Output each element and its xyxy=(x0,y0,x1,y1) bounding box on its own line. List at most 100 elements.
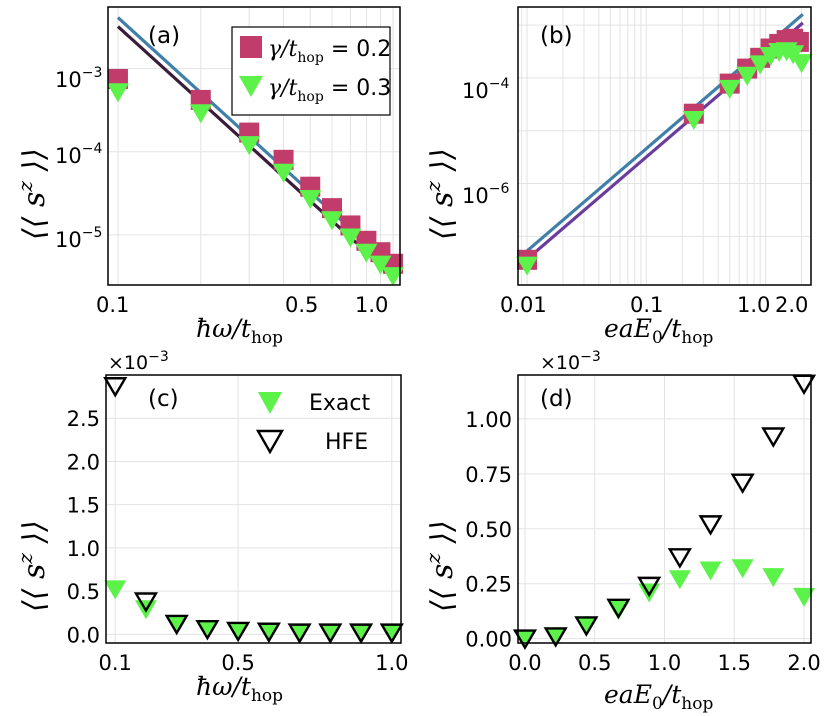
panel-c-point-open-triangle xyxy=(133,592,159,613)
panel-c-point-open-triangle xyxy=(195,619,220,641)
panel-c-ytick-label: 2.5 xyxy=(67,407,100,431)
panel-d: ×10−3 (d) eaE0/thop ⟨⟨ sz ⟩⟩ 0.0 0.5 1.0 1.… xyxy=(421,349,821,714)
panel-c-legend: Exact HFE xyxy=(255,391,370,455)
panel-b-point-triangle xyxy=(736,66,759,86)
panel-d-ytick-label: 0.00 xyxy=(465,628,512,652)
panel-a-frame xyxy=(107,6,401,286)
panel-b: (b) 0.01 0.1 1.0 2.0 10−4 10−6 eaE0/thop… xyxy=(421,6,813,348)
panel-a-xtick-0.1: 0.1 xyxy=(96,293,129,317)
panel-c-ylabel: ⟨⟨ sz ⟩⟩ xyxy=(13,520,52,612)
panel-c-point-open-triangle xyxy=(379,623,404,644)
panel-b-xtick-0.01: 0.01 xyxy=(500,293,547,317)
panel-c-ytick-label: 1.5 xyxy=(67,494,100,518)
panel-b-xtick-1.0: 1.0 xyxy=(737,293,770,317)
legend-entry-exact: Exact xyxy=(309,391,370,416)
panel-d-point-open-triangle xyxy=(730,473,755,495)
panel-d-point-triangle xyxy=(699,561,722,581)
panel-d-point-triangle xyxy=(731,559,754,579)
panel-c-ytick-label: 0.5 xyxy=(67,580,100,604)
panel-d-xtick-label: 0.0 xyxy=(508,651,541,675)
panel-b-ylabel: ⟨⟨ sz ⟩⟩ xyxy=(421,148,460,240)
panel-c-point-triangle xyxy=(380,625,403,645)
panel-d-label: (d) xyxy=(540,386,573,412)
panel-a-point-triangle xyxy=(238,136,261,156)
panel-d-point-open-triangle xyxy=(698,515,723,536)
panel-a-point-triangle xyxy=(339,228,362,248)
panel-d-ytick-label: 0.75 xyxy=(465,463,512,487)
panel-d-point-open-triangle xyxy=(637,576,662,598)
panel-c-point-triangle xyxy=(104,580,127,600)
panel-c-point-open-triangle xyxy=(318,623,343,644)
panel-b-markers xyxy=(516,28,813,276)
panel-d-xtick-label: 1.5 xyxy=(718,651,751,675)
panel-c-frame xyxy=(105,374,402,644)
panel-b-ytick-1e-6: 10−6 xyxy=(462,181,509,208)
panel-d-point-open-triangle xyxy=(543,627,568,648)
panel-a-point-triangle xyxy=(189,104,212,124)
panel-a-xlabel: ħω/thop xyxy=(196,314,283,348)
panel-d-point-triangle xyxy=(575,616,598,636)
panel-d-point-triangle xyxy=(793,587,816,607)
panel-d-point-open-triangle xyxy=(606,598,631,620)
panel-c-point-open-triangle xyxy=(103,377,128,398)
panel-d-point-open-triangle xyxy=(574,616,599,637)
panel-c-point-triangle xyxy=(350,625,373,645)
panel-d-point-open-triangle xyxy=(791,374,817,396)
panel-a-xtick-1.0: 1.0 xyxy=(355,293,388,317)
panel-d-point-triangle xyxy=(762,568,785,588)
panel-c-ytick-label: 1.0 xyxy=(67,537,100,561)
legend-entry-gamma-0-2: γ/thop = 0.2 xyxy=(268,37,391,66)
panel-a-xtick-0.5: 0.5 xyxy=(285,293,318,317)
panel-c-point-triangle xyxy=(227,623,250,643)
panel-c-xtick-label: 0.1 xyxy=(99,651,132,675)
panel-a-point-triangle xyxy=(272,163,295,183)
panel-d-ylabel: ⟨⟨ sz ⟩⟩ xyxy=(421,520,460,612)
legend-entry-gamma-0-3: γ/thop = 0.3 xyxy=(268,76,391,105)
panel-c-xtick-label: 1.0 xyxy=(375,651,408,675)
panel-c-point-open-triangle xyxy=(287,623,312,644)
panel-c-point-open-triangle xyxy=(226,621,251,643)
panel-a-ylabel: ⟨⟨ sz ⟩⟩ xyxy=(13,148,52,240)
panel-d-xlabel: eaE0/thop xyxy=(604,680,713,714)
legend-square-marker xyxy=(240,36,262,58)
panel-a-ytick-1e-3: 10−3 xyxy=(55,65,102,92)
panel-d-grid xyxy=(518,375,811,643)
panel-c-label: (c) xyxy=(148,386,179,412)
panel-d-point-triangle xyxy=(544,627,567,647)
panel-a-legend: γ/thop = 0.2 γ/thop = 0.3 xyxy=(231,26,391,116)
panel-c: ×10−3 (c) Exact HFE ħω/thop ⟨⟨ sz ⟩⟩ 0.1… xyxy=(13,349,408,706)
panel-b-point-triangle xyxy=(790,54,813,74)
panel-d-xtick-label: 0.5 xyxy=(578,651,611,675)
panel-a-ytick-1e-5: 10−5 xyxy=(55,225,102,252)
panel-c-point-open-triangle xyxy=(256,622,281,644)
panel-c-xtick-label: 0.5 xyxy=(221,651,254,675)
panel-d-point-triangle xyxy=(513,629,536,649)
panel-c-grid xyxy=(106,375,401,643)
panel-c-point-triangle xyxy=(257,624,280,644)
panel-a-point-triangle xyxy=(106,83,129,103)
panel-d-xtick-label: 2.0 xyxy=(787,651,820,675)
panel-c-point-open-triangle xyxy=(164,614,189,636)
panel-a-markers xyxy=(106,68,405,287)
panel-b-frame xyxy=(517,6,812,286)
panel-d-frame xyxy=(517,374,812,644)
panel-d-ytick-label: 0.25 xyxy=(465,573,512,597)
panel-a-point-triangle xyxy=(321,211,344,231)
panel-c-point-triangle xyxy=(196,620,219,640)
legend-exact-marker xyxy=(258,392,282,414)
panel-c-point-triangle xyxy=(165,614,188,634)
panel-c-xlabel: ħω/thop xyxy=(196,672,283,706)
panel-a-point-triangle xyxy=(299,190,322,210)
panel-b-point-triangle xyxy=(682,110,705,130)
panel-d-ytick-label: 1.00 xyxy=(465,408,512,432)
panel-d-multiplier: ×10−3 xyxy=(540,349,601,374)
panel-c-point-triangle xyxy=(288,624,311,644)
panel-b-grid xyxy=(518,7,811,285)
panel-c-markers xyxy=(103,377,404,645)
panel-b-ytick-1e-4: 10−4 xyxy=(462,76,509,103)
legend-hfe-marker xyxy=(255,429,285,455)
panel-d-ytick-label: 0.50 xyxy=(465,518,512,542)
panel-d-xtick-label: 1.0 xyxy=(648,651,681,675)
panel-b-xtick-2.0: 2.0 xyxy=(775,293,808,317)
